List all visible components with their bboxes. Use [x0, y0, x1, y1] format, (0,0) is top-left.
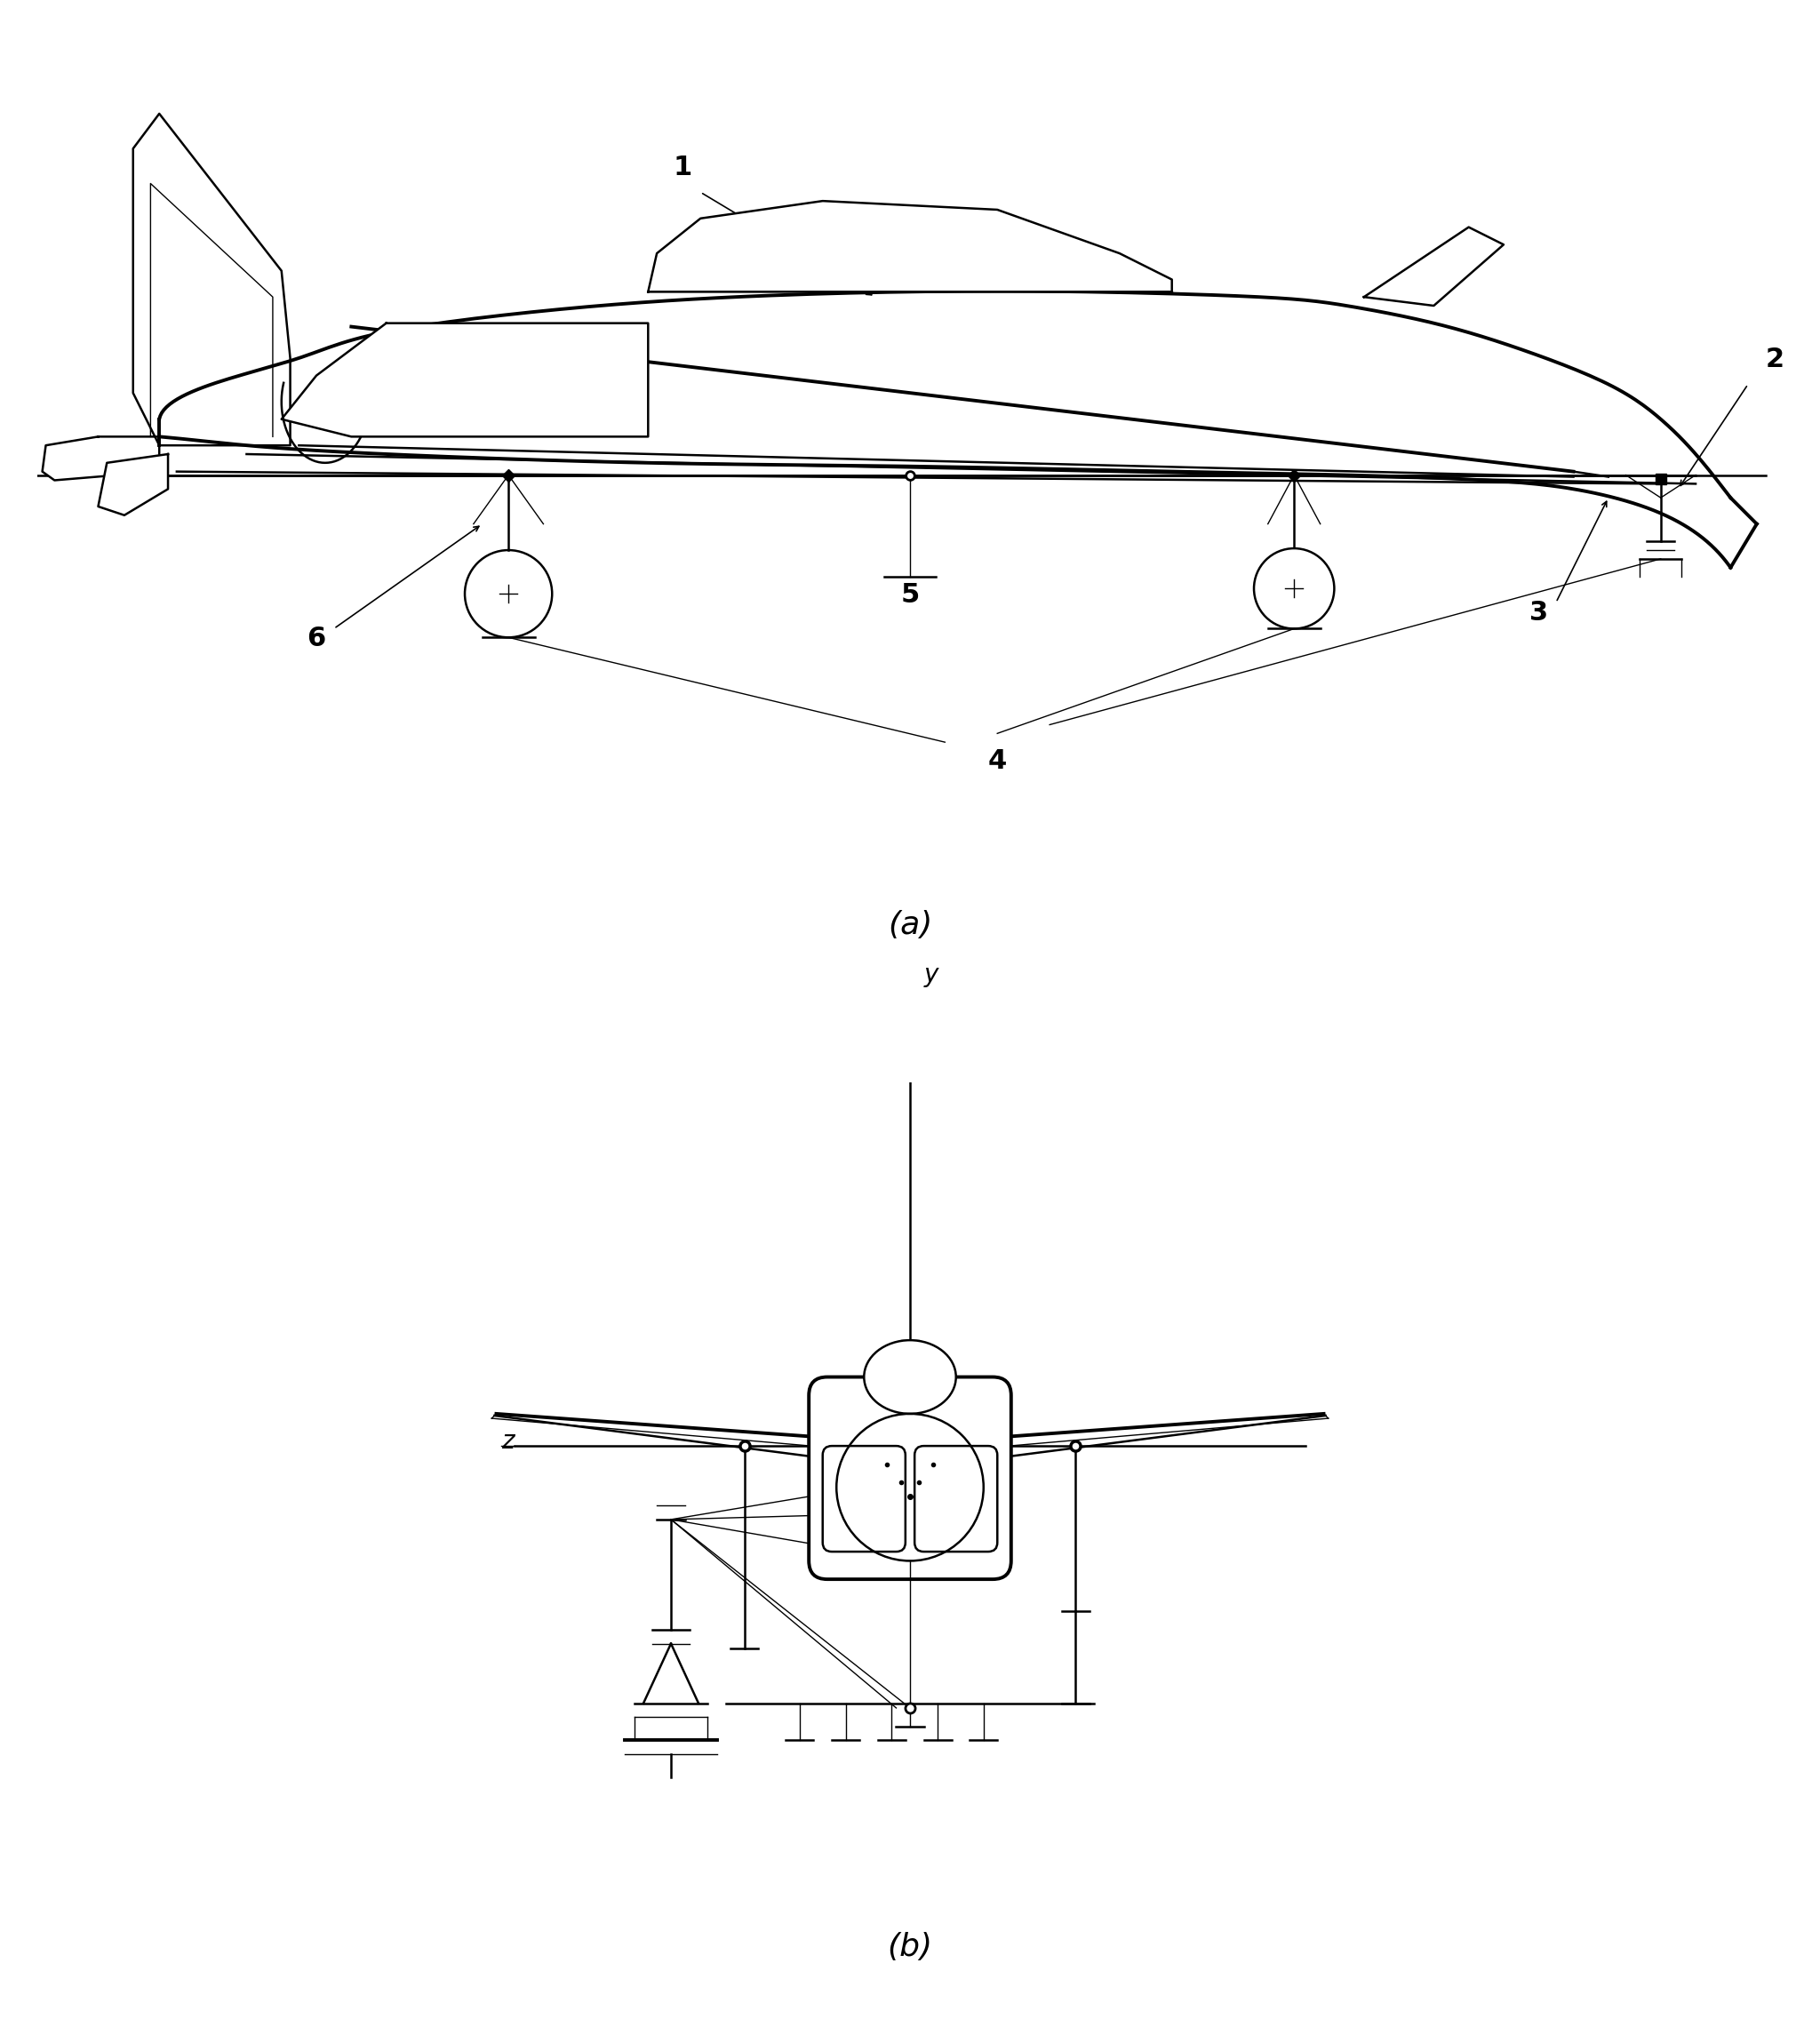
Text: 3: 3: [1529, 599, 1547, 625]
Ellipse shape: [864, 1340, 956, 1414]
Text: 1: 1: [673, 155, 692, 180]
Text: 2: 2: [1765, 347, 1784, 372]
Text: 6: 6: [308, 625, 326, 652]
Polygon shape: [133, 114, 289, 445]
Text: (a): (a): [888, 911, 932, 940]
Text: z: z: [501, 1428, 513, 1455]
Text: 4: 4: [988, 748, 1006, 774]
FancyBboxPatch shape: [808, 1377, 1012, 1579]
Text: (b): (b): [888, 1933, 932, 1963]
Polygon shape: [282, 323, 648, 437]
FancyBboxPatch shape: [823, 1446, 905, 1553]
Text: y: y: [925, 962, 939, 987]
Polygon shape: [42, 437, 160, 480]
Polygon shape: [98, 454, 167, 515]
FancyBboxPatch shape: [915, 1446, 997, 1553]
Text: 5: 5: [901, 582, 919, 609]
Polygon shape: [648, 200, 1172, 292]
Polygon shape: [1363, 227, 1503, 306]
